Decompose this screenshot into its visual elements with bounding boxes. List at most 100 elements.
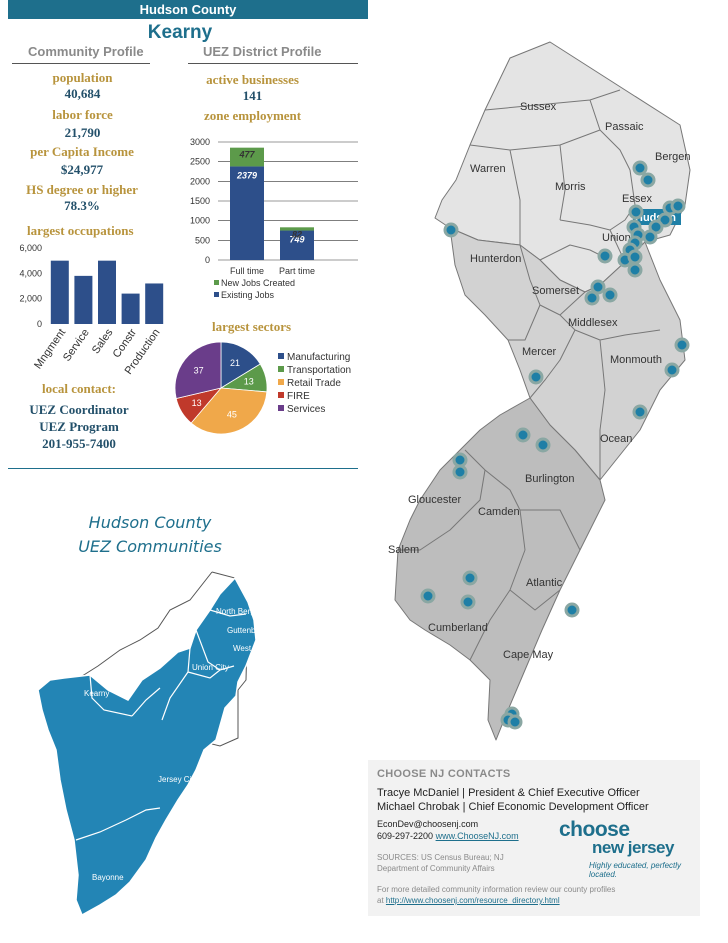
pie-slice-value: 21	[230, 358, 240, 368]
occupations-bar	[121, 293, 140, 324]
pie-slice	[175, 341, 222, 400]
occupations-bar	[74, 275, 93, 324]
existing-jobs-value: 2379	[236, 170, 257, 180]
county-label: Sussex	[520, 101, 557, 113]
uez-location-dot	[674, 337, 690, 353]
uez-location-dot	[584, 290, 600, 306]
hudson-shape	[37, 576, 257, 917]
sources-note: SOURCES: US Census Bureau; NJ Department…	[377, 853, 504, 873]
employment-ytick: 2500	[190, 157, 210, 167]
resource-directory-link[interactable]: http://www.choosenj.com/resource_directo…	[385, 896, 560, 905]
sector-legend-label: Manufacturing	[287, 352, 350, 363]
employment-chart: 0 500 1000 1500 2000 2500 3000 2379 477 Full time…	[190, 137, 358, 300]
labor-force-block: labor force 21,790	[20, 107, 145, 141]
new-jobs-value: 82	[292, 229, 302, 239]
occupations-bar	[145, 283, 164, 324]
hs-value: 78.3%	[64, 198, 100, 213]
uez-location-dot	[602, 287, 618, 303]
county-label: Somerset	[532, 285, 579, 297]
contacts-heading: CHOOSE NJ CONTACTS	[377, 768, 511, 780]
active-businesses-block: active businesses 141	[190, 72, 315, 104]
per-capita-label: per Capita Income	[30, 144, 134, 159]
new-jobs-bar	[280, 227, 314, 231]
contact-president: Tracye McDaniel | President & Chief Exec…	[377, 787, 640, 799]
county-borders	[398, 89, 661, 661]
occupations-bar	[50, 260, 69, 324]
uez-location-dot	[564, 602, 580, 618]
label-bayonne: Bayonne	[92, 873, 124, 882]
per-capita-block: per Capita Income $24,977	[14, 144, 150, 178]
occupations-ytick: 4,000	[19, 268, 42, 278]
uez-location-dot	[632, 404, 648, 420]
county-label: Salem	[388, 544, 419, 556]
uez-location-dot	[627, 262, 643, 278]
county-label: Hunterdon	[470, 253, 521, 265]
employment-legend-swatch	[214, 280, 219, 285]
uez-location-dot	[443, 222, 459, 238]
uez-location-dot	[452, 464, 468, 480]
uez-location-dot	[627, 249, 643, 265]
communities-title-line1: Hudson County	[88, 513, 212, 532]
county-label: Passaic	[605, 121, 644, 133]
communities-title: Hudson County UEZ Communities	[60, 511, 240, 559]
county-label: Mercer	[522, 346, 557, 358]
sectors-label: largest sectors	[212, 319, 292, 334]
uez-location-dot	[528, 369, 544, 385]
uez-location-dot	[460, 594, 476, 610]
nj-state-map: SussexPassaicBergenWarrenMorrisEssexHuds…	[388, 41, 691, 741]
sectors-pie-chart: 21 13 45 13 37 Manufacturing Transportation Ret…	[175, 341, 351, 435]
county-banner: Hudson County	[8, 0, 368, 19]
uez-location-dot	[640, 172, 656, 188]
county-label: Morris	[555, 181, 586, 193]
employment-ytick: 1500	[190, 196, 210, 206]
county-label: Middlesex	[568, 317, 618, 329]
choose-nj-logo-tagline: Highly educated, perfectly located.	[589, 861, 682, 879]
region-south	[394, 397, 606, 741]
occupations-ytick: 2,000	[19, 294, 42, 304]
employment-category-label: Part time	[279, 266, 315, 276]
population-label: population	[52, 70, 113, 85]
pie-slice-value: 13	[244, 376, 254, 386]
label-guttenberg: Guttenberg	[227, 626, 267, 635]
pie-slice-value: 37	[194, 365, 204, 375]
population-block: population 40,684	[20, 70, 145, 102]
label-union-city: Union City	[192, 663, 229, 672]
hs-block: HS degree or higher 78.3%	[14, 182, 150, 214]
sector-legend-swatch	[278, 353, 284, 359]
divider	[188, 63, 358, 64]
choose-nj-contacts-panel: CHOOSE NJ CONTACTS Tracye McDaniel | Pre…	[368, 760, 700, 916]
county-label: Union	[602, 232, 631, 244]
contact-phone-number: 609-297-2200	[377, 831, 434, 841]
uez-location-dot	[535, 437, 551, 453]
sector-legend-label: FIRE	[287, 391, 310, 402]
label-kearny: Kearny	[84, 689, 109, 698]
contact-email[interactable]: EconDev@choosenj.com	[377, 819, 479, 829]
county-label: Atlantic	[526, 577, 563, 589]
uez-location-dot	[507, 714, 523, 730]
county-label: Essex	[622, 193, 652, 205]
city-title: Kearny	[147, 22, 213, 43]
label-north-bergen: North Bergen	[216, 607, 264, 616]
sector-legend-swatch	[278, 379, 284, 385]
contact-cedo: Michael Chrobak | Chief Economic Develop…	[377, 801, 649, 813]
occupations-ytick: 0	[37, 319, 42, 329]
occupations-category-label: Mngment	[32, 327, 68, 371]
choosenj-link[interactable]: www.ChooseNJ.com	[435, 831, 519, 841]
more-info-text: For more detailed community information …	[377, 885, 616, 905]
local-contact-label: local contact:	[41, 381, 116, 396]
uez-location-dot	[628, 204, 644, 220]
uez-location-dot	[462, 570, 478, 586]
existing-jobs-bar	[280, 230, 314, 260]
employment-legend-label: Existing Jobs	[221, 290, 275, 300]
uez-location-dot	[420, 588, 436, 604]
existing-jobs-bar	[230, 166, 264, 260]
sector-legend-swatch	[278, 366, 284, 372]
hs-label: HS degree or higher	[26, 182, 138, 197]
choose-nj-logo-top: choose	[559, 818, 630, 841]
more-info-note: For more detailed community information …	[377, 884, 617, 906]
active-businesses-label: active businesses	[206, 72, 299, 87]
county-label: Gloucester	[408, 494, 462, 506]
employment-ytick: 2000	[190, 176, 210, 186]
existing-jobs-value: 749	[289, 235, 304, 245]
occupations-ytick: 6,000	[19, 243, 42, 253]
